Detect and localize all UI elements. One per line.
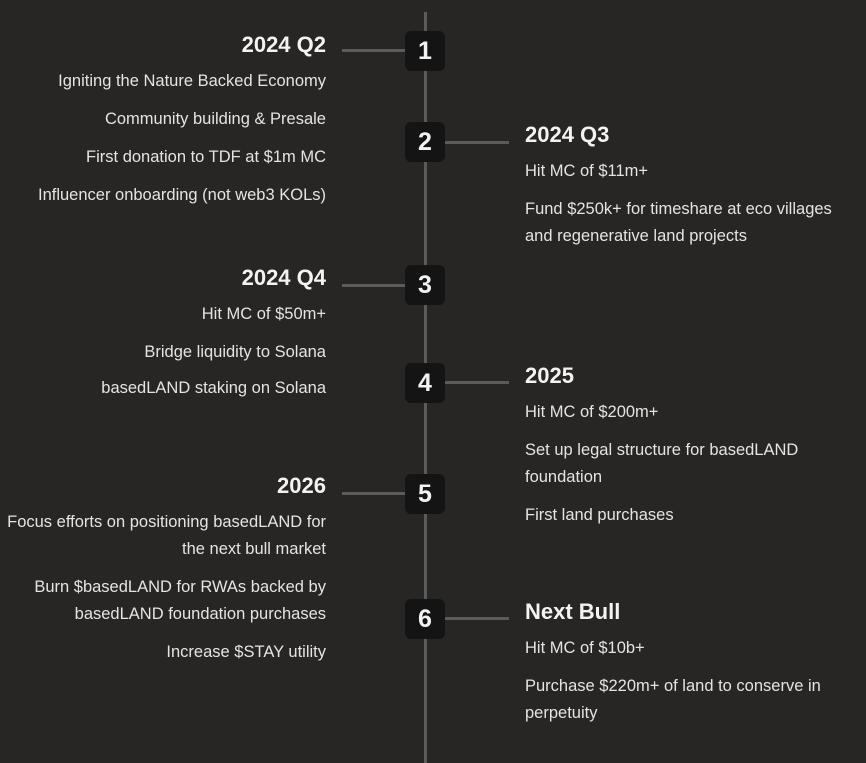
phase-5-item: Increase $STAY utility <box>166 643 326 661</box>
phase-1-badge: 1 <box>405 31 445 71</box>
phase-6-block: Next Bull Hit MC of $10b+ Purchase $220m… <box>525 599 855 738</box>
phase-2-block: 2024 Q3 Hit MC of $11m+ Fund $250k+ for … <box>525 122 855 261</box>
phase-6-title: Next Bull <box>525 599 621 624</box>
phase-1-block: 2024 Q2 Igniting the Nature Backed Econo… <box>38 32 326 220</box>
phase-1-item: Influencer onboarding (not web3 KOLs) <box>37 186 326 204</box>
phase-5-connector <box>342 492 406 495</box>
phase-4-item: Hit MC of $200m+ <box>525 403 659 421</box>
phase-2-item: Hit MC of $11m+ <box>525 162 649 180</box>
phase-5-item: Focus efforts on positioning basedLAND f… <box>7 513 326 558</box>
phase-1-item: First donation to TDF at $1m MC <box>86 148 326 166</box>
phase-6-item: Purchase $220m+ of land to conserve in p… <box>525 677 821 722</box>
phase-4-item: First land purchases <box>525 506 674 524</box>
phase-3-item: Bridge liquidity to Solana <box>144 343 326 361</box>
phase-3-title: 2024 Q4 <box>241 265 326 290</box>
phase-6-item: Hit MC of $10b+ <box>525 639 645 657</box>
phase-2-connector <box>445 141 509 144</box>
phase-4-item: Set up legal structure for basedLAND fou… <box>525 441 799 486</box>
phase-2-badge: 2 <box>405 122 445 162</box>
phase-4-block: 2025 Hit MC of $200m+ Set up legal struc… <box>525 363 855 540</box>
phase-2-item: Fund $250k+ for timeshare at eco village… <box>525 200 832 245</box>
phase-1-title: 2024 Q2 <box>241 32 326 57</box>
phase-4-title: 2025 <box>525 363 574 388</box>
phase-5-item: Burn $basedLAND for RWAs backed by based… <box>34 578 326 623</box>
phase-6-badge: 6 <box>405 599 445 639</box>
phase-1-item: Igniting the Nature Backed Economy <box>58 72 326 90</box>
phase-6-connector <box>445 617 509 620</box>
phase-3-block: 2024 Q4 Hit MC of $50m+ Bridge liquidity… <box>101 265 326 413</box>
phase-3-item: Hit MC of $50m+ <box>201 305 326 323</box>
phase-5-badge: 5 <box>405 474 445 514</box>
phase-5-title: 2026 <box>277 473 326 498</box>
phase-3-badge: 3 <box>405 265 445 305</box>
phase-5-block: 2026 Focus efforts on positioning basedL… <box>0 473 326 677</box>
phase-4-connector <box>445 381 509 384</box>
phase-1-item: Community building & Presale <box>104 110 326 128</box>
phase-1-connector <box>342 49 406 52</box>
phase-4-badge: 4 <box>405 363 445 403</box>
phase-3-item: basedLAND staking on Solana <box>101 379 326 397</box>
phase-3-connector <box>342 284 406 287</box>
phase-2-title: 2024 Q3 <box>525 122 610 147</box>
